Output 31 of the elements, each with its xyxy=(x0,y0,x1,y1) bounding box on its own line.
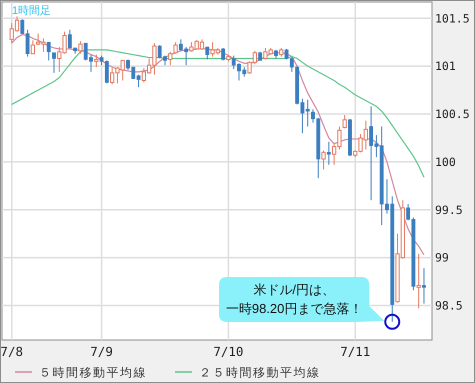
x-tick-label: 7/8 xyxy=(0,344,24,359)
candlestick xyxy=(30,40,36,54)
candlestick xyxy=(94,54,98,68)
y-tick-label: 100.5 xyxy=(435,107,470,122)
candlestick xyxy=(422,268,426,304)
legend-label: ２５時間移動平均線 xyxy=(199,366,320,380)
y-tick-label: 100 xyxy=(435,154,456,169)
chart-title: 1時間足 xyxy=(12,4,52,17)
y-tick-label: 99 xyxy=(435,250,449,265)
x-tick-label: 7/9 xyxy=(90,344,113,359)
x-tick-label: 7/11 xyxy=(340,344,370,359)
candlestick xyxy=(46,42,51,61)
candlestick xyxy=(205,46,210,60)
x-tick-label: 7/10 xyxy=(213,344,244,359)
y-tick-label: 101 xyxy=(435,59,456,74)
candlestick xyxy=(221,47,226,61)
candlestick xyxy=(342,114,347,129)
y-tick-label: 101.5 xyxy=(435,11,470,26)
annotation: 一時98.20円まで急落！ xyxy=(226,301,362,316)
candlestick xyxy=(416,253,421,309)
candlestick xyxy=(326,141,331,166)
candlestick xyxy=(52,52,56,74)
y-tick-label: 99.5 xyxy=(435,202,463,217)
y-tick-label: 98.5 xyxy=(435,298,463,313)
candlestick xyxy=(173,42,178,54)
line-series xyxy=(11,34,425,256)
candlestick xyxy=(78,40,83,54)
legend-label: ５時間移動平均線 xyxy=(39,366,147,380)
annotation: 米ドル/円は、 xyxy=(253,282,335,297)
candlestick xyxy=(168,51,172,66)
candlestick xyxy=(321,150,326,170)
